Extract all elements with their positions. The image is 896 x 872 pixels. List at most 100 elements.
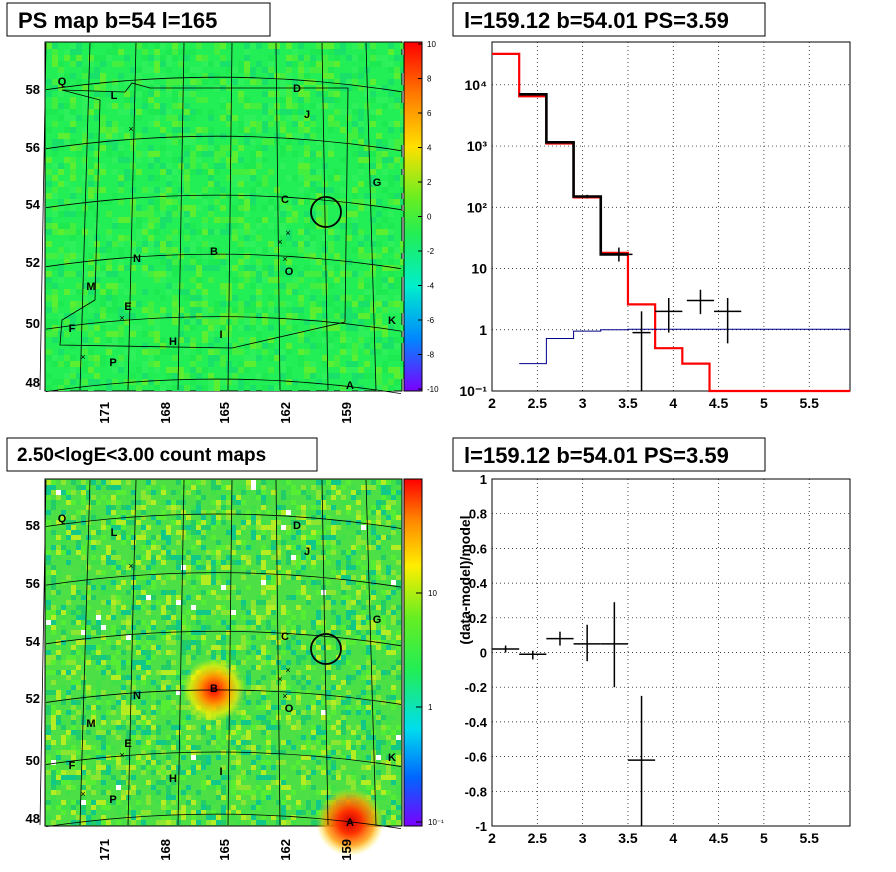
map-pixel xyxy=(250,115,256,121)
longitude-line xyxy=(177,479,185,826)
b-tick-label: 50 xyxy=(26,316,40,331)
map-pixel xyxy=(262,103,268,109)
map-pixel xyxy=(326,690,331,695)
map-pixel xyxy=(160,127,166,133)
map-pixel xyxy=(262,127,268,133)
map-pixel xyxy=(340,259,346,265)
map-pixel xyxy=(251,530,256,535)
map-pixel xyxy=(382,325,388,331)
map-pixel xyxy=(76,620,81,625)
map-pixel xyxy=(236,510,241,515)
map-pixel xyxy=(70,241,76,247)
map-pixel xyxy=(100,79,106,85)
map-pixel xyxy=(322,187,328,193)
residual-plot-area xyxy=(491,478,851,827)
map-pixel xyxy=(91,480,96,485)
map-pixel xyxy=(301,735,306,740)
map-pixel xyxy=(184,247,190,253)
map-pixel xyxy=(231,630,236,635)
map-pixel xyxy=(131,530,136,535)
source-label-l: L xyxy=(111,90,118,102)
map-pixel xyxy=(238,325,244,331)
map-pixel xyxy=(71,590,76,595)
map-pixel xyxy=(331,480,336,485)
map-pixel xyxy=(250,229,256,235)
map-pixel xyxy=(86,695,91,700)
map-pixel xyxy=(391,805,396,810)
map-pixel xyxy=(291,620,296,625)
map-pixel xyxy=(221,495,226,500)
map-pixel xyxy=(208,175,214,181)
map-pixel xyxy=(206,765,211,770)
map-pixel xyxy=(66,520,71,525)
map-pixel xyxy=(136,645,141,650)
map-pixel xyxy=(296,515,301,520)
map-pixel xyxy=(376,223,382,229)
map-pixel xyxy=(191,760,196,765)
map-pixel xyxy=(154,199,160,205)
map-pixel xyxy=(321,480,326,485)
map-pixel xyxy=(311,580,316,585)
map-pixel xyxy=(82,199,88,205)
map-pixel xyxy=(244,235,250,241)
map-pixel xyxy=(70,289,76,295)
map-pixel xyxy=(256,790,261,795)
map-pixel xyxy=(316,495,321,500)
map-pixel xyxy=(81,545,86,550)
residual-y-tick-label: 0.8 xyxy=(469,507,487,522)
map-pixel xyxy=(196,277,202,283)
map-pixel xyxy=(364,259,370,265)
map-pixel xyxy=(64,331,70,337)
map-pixel xyxy=(70,97,76,103)
map-pixel xyxy=(126,600,131,605)
map-pixel xyxy=(156,520,161,525)
map-pixel xyxy=(226,545,231,550)
map-pixel xyxy=(126,730,131,735)
map-pixel xyxy=(71,680,76,685)
map-pixel xyxy=(66,675,71,680)
map-pixel xyxy=(208,145,214,151)
map-pixel xyxy=(88,283,94,289)
map-pixel xyxy=(96,705,101,710)
map-pixel xyxy=(71,750,76,755)
map-pixel xyxy=(261,705,266,710)
source-marker: × xyxy=(277,237,282,247)
map-pixel xyxy=(331,740,336,745)
map-pixel xyxy=(250,205,256,211)
map-pixel xyxy=(316,500,321,505)
map-pixel xyxy=(226,229,232,235)
map-pixel xyxy=(262,205,268,211)
count-map-target-circle xyxy=(310,633,342,665)
map-pixel xyxy=(211,815,216,820)
map-pixel xyxy=(136,109,142,115)
map-pixel xyxy=(161,515,166,520)
map-pixel xyxy=(52,85,58,91)
map-pixel xyxy=(76,145,82,151)
map-pixel xyxy=(171,745,176,750)
map-pixel xyxy=(256,79,262,85)
map-pixel xyxy=(181,615,186,620)
map-pixel xyxy=(106,301,112,307)
map-pixel xyxy=(166,271,172,277)
map-pixel xyxy=(306,675,311,680)
map-pixel xyxy=(136,325,142,331)
map-pixel xyxy=(52,163,58,169)
map-pixel xyxy=(126,680,131,685)
map-pixel xyxy=(116,695,121,700)
map-pixel xyxy=(96,570,101,575)
map-pixel xyxy=(281,635,286,640)
spectrum-y-tick-label: 10³ xyxy=(467,138,488,154)
map-pixel xyxy=(106,520,111,525)
map-pixel xyxy=(366,615,371,620)
map-pixel xyxy=(376,535,381,540)
map-pixel xyxy=(86,660,91,665)
map-pixel xyxy=(331,600,336,605)
map-pixel xyxy=(216,735,221,740)
map-pixel xyxy=(191,545,196,550)
map-pixel xyxy=(61,685,66,690)
map-pixel xyxy=(250,169,256,175)
source-label-k: K xyxy=(388,315,396,327)
map-pixel xyxy=(94,115,100,121)
map-pixel xyxy=(76,610,81,615)
map-pixel xyxy=(141,730,146,735)
